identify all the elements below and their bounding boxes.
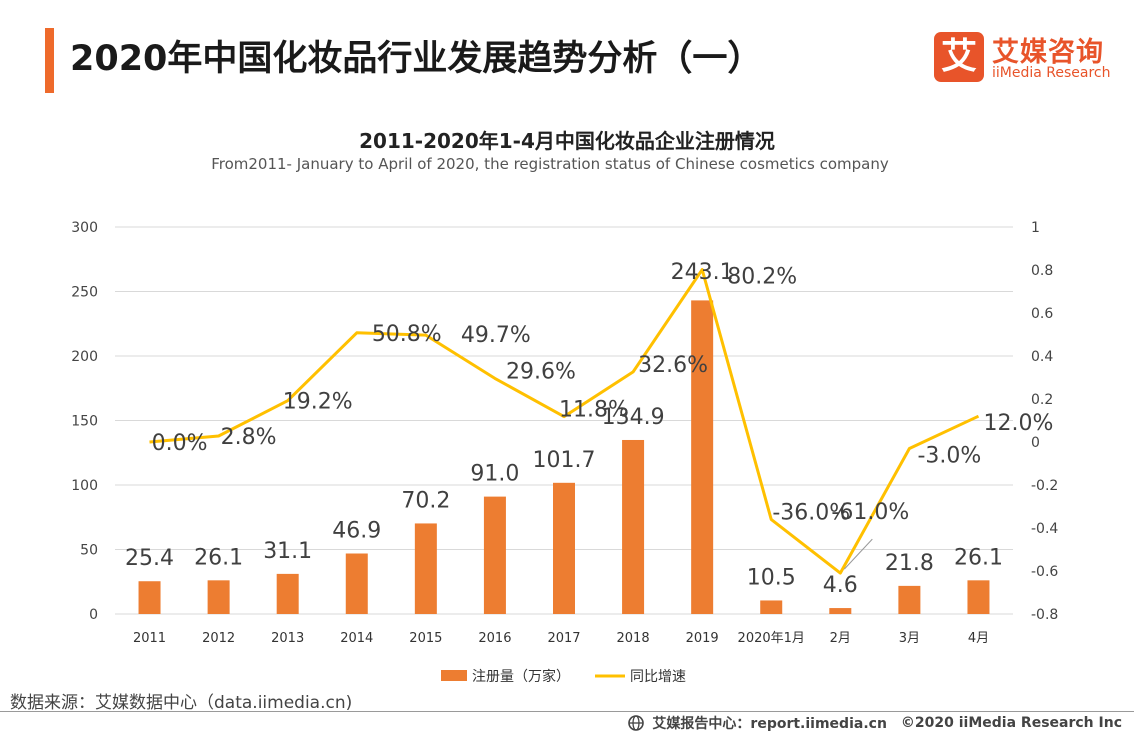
x-axis-tick: 3月 bbox=[899, 631, 920, 646]
growth-value-label: 32.6% bbox=[638, 353, 708, 378]
x-axis-tick: 2015 bbox=[409, 631, 442, 646]
bar-value-label: 10.5 bbox=[747, 565, 796, 590]
copyright: ©2020 iiMedia Research Inc bbox=[900, 715, 1122, 731]
bar-2018 bbox=[622, 439, 645, 614]
report-center-link[interactable]: 艾媒报告中心：report.iimedia.cn bbox=[652, 716, 887, 732]
globe-icon bbox=[628, 715, 645, 731]
bar-2013 bbox=[276, 573, 299, 614]
footer: 艾媒报告中心：report.iimedia.cn ©2020 iiMedia R… bbox=[628, 713, 1122, 733]
bar-2012 bbox=[207, 580, 230, 614]
x-axis-tick: 4月 bbox=[968, 631, 989, 646]
left-axis-tick: 50 bbox=[80, 543, 98, 559]
right-axis-tick: 1 bbox=[1031, 220, 1040, 236]
x-axis-tick: 2019 bbox=[686, 631, 719, 646]
growth-value-label: -36.0% bbox=[772, 500, 850, 525]
growth-value-label: 11.8% bbox=[559, 398, 629, 423]
x-axis-tick: 2011 bbox=[133, 631, 166, 646]
left-axis-tick: 100 bbox=[71, 478, 98, 494]
x-axis-tick: 2013 bbox=[271, 631, 304, 646]
legend-line-label: 同比增速 bbox=[630, 669, 686, 685]
x-axis-tick: 2018 bbox=[617, 631, 650, 646]
x-axis-tick: 2016 bbox=[478, 631, 511, 646]
data-source: 数据来源：艾媒数据中心（data.iimedia.cn) bbox=[10, 693, 353, 713]
right-axis-tick: 0.4 bbox=[1031, 349, 1053, 365]
bar-value-label: 26.1 bbox=[954, 545, 1003, 570]
label-leader-line bbox=[843, 538, 873, 570]
bar-2011 bbox=[138, 581, 161, 614]
growth-line bbox=[149, 268, 980, 575]
left-axis-tick: 300 bbox=[71, 220, 98, 236]
growth-value-label: 12.0% bbox=[984, 411, 1054, 436]
logo-mark: 艾 bbox=[934, 32, 984, 82]
left-axis-tick: 0 bbox=[89, 607, 98, 623]
bar-value-label: 21.8 bbox=[885, 551, 934, 576]
bar-2014 bbox=[345, 553, 368, 614]
bar-value-label: 25.4 bbox=[125, 546, 174, 571]
growth-value-label: 0.0% bbox=[152, 431, 208, 456]
right-axis-tick: 0.6 bbox=[1031, 306, 1053, 322]
bar-value-label: 31.1 bbox=[263, 539, 312, 564]
growth-value-label: 19.2% bbox=[283, 390, 353, 415]
right-axis-tick: -0.6 bbox=[1031, 564, 1058, 580]
bar-value-label: 46.9 bbox=[332, 518, 381, 543]
legend-bar-swatch bbox=[441, 670, 467, 681]
growth-value-label: 80.2% bbox=[727, 265, 797, 290]
page-title: 2020年中国化妆品行业发展趋势分析（一） bbox=[70, 39, 763, 79]
x-axis-tick: 2014 bbox=[340, 631, 373, 646]
growth-value-label: 49.7% bbox=[461, 323, 531, 348]
x-axis-tick: 2017 bbox=[547, 631, 580, 646]
x-axis-tick: 2012 bbox=[202, 631, 235, 646]
bar-2月 bbox=[829, 608, 852, 614]
right-axis-tick: 0.2 bbox=[1031, 392, 1053, 408]
left-axis-tick: 250 bbox=[71, 285, 98, 301]
left-axis-tick: 200 bbox=[71, 349, 98, 365]
bar-4月 bbox=[967, 580, 990, 614]
bar-value-label: 243.1 bbox=[671, 260, 734, 285]
growth-value-label: 29.6% bbox=[506, 359, 576, 384]
bar-2020年1月 bbox=[760, 600, 783, 614]
x-axis-tick: 2020年1月 bbox=[738, 631, 805, 646]
bar-3月 bbox=[898, 585, 921, 614]
growth-value-label: 2.8% bbox=[221, 425, 277, 450]
chart-title: 2011-2020年1-4月中国化妆品企业注册情况 bbox=[359, 129, 775, 153]
logo-cn-text: 艾媒咨询 bbox=[992, 37, 1104, 68]
bar-2019 bbox=[691, 300, 714, 614]
bar-value-label: 91.0 bbox=[470, 462, 519, 487]
bar-2017 bbox=[553, 482, 575, 614]
growth-value-label: -61.0% bbox=[831, 500, 909, 525]
title-accent-bar bbox=[45, 28, 54, 93]
iimedia-logo: 艾 艾媒咨询 iiMedia Research bbox=[934, 30, 1114, 86]
right-axis-tick: 0.8 bbox=[1031, 263, 1053, 279]
bar-value-label: 70.2 bbox=[401, 488, 450, 513]
footer-divider bbox=[0, 711, 1134, 712]
x-axis-tick: 2月 bbox=[830, 631, 851, 646]
chart-subtitle: From2011- January to April of 2020, the … bbox=[211, 155, 889, 173]
bar-2016 bbox=[483, 496, 506, 614]
bar-value-label: 101.7 bbox=[533, 448, 596, 473]
legend-bar-label: 注册量（万家） bbox=[472, 668, 570, 685]
bar-2015 bbox=[414, 523, 437, 614]
bar-value-label: 134.9 bbox=[602, 405, 665, 430]
bar-value-label: 26.1 bbox=[194, 545, 243, 570]
bar-value-label: 4.6 bbox=[823, 573, 858, 598]
left-axis-tick: 150 bbox=[71, 414, 98, 430]
right-axis-tick: -0.4 bbox=[1031, 521, 1058, 537]
right-axis-tick: -0.8 bbox=[1031, 607, 1058, 623]
right-axis-tick: -0.2 bbox=[1031, 478, 1058, 494]
right-axis-tick: 0 bbox=[1031, 435, 1040, 451]
growth-value-label: 50.8% bbox=[372, 322, 442, 347]
growth-value-label: -3.0% bbox=[917, 443, 981, 468]
logo-en-text: iiMedia Research bbox=[992, 65, 1111, 81]
